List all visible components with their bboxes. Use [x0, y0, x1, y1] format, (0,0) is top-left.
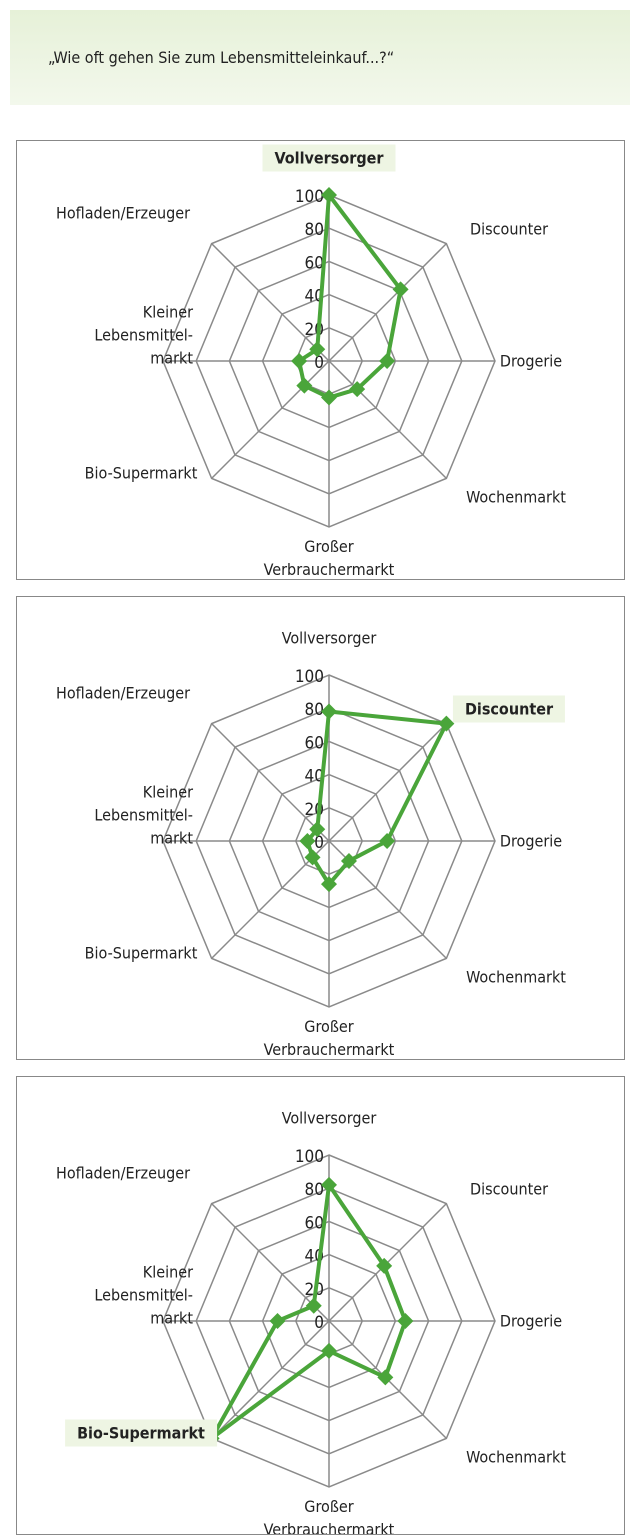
r-tick-label: 100 — [295, 187, 324, 207]
question: „Wie oft gehen Sie zum Lebensmitteleinka… — [48, 48, 395, 67]
data-point — [321, 703, 337, 720]
category-label: Drogerie — [499, 351, 563, 371]
chart-box: 0 20 40 60 80 100 Vollversorger Discounter Droge… — [16, 596, 625, 1060]
data-point — [304, 849, 321, 866]
r-tick-label: 0 — [314, 353, 324, 373]
category-label: Kleiner Lebensmittel- markt — [94, 1262, 193, 1328]
spoke — [211, 1320, 330, 1439]
data-point — [377, 1369, 394, 1386]
category-label: Wochenmarkt — [466, 1447, 566, 1467]
category-label: Großer Verbrauchermarkt — [263, 537, 395, 579]
category-label: Kleiner Lebensmittel- markt — [94, 782, 193, 848]
data-point — [379, 353, 396, 369]
category-label: Discounter — [452, 695, 566, 723]
spoke — [328, 723, 447, 842]
data-point — [269, 1313, 286, 1329]
category-label: Bio-Supermarkt — [65, 1419, 217, 1447]
r-tick-label: 100 — [295, 667, 324, 687]
category-label: Drogerie — [499, 831, 563, 851]
data-point — [438, 715, 455, 732]
category-label: Wochenmarkt — [466, 967, 566, 987]
data-point — [321, 876, 337, 893]
data-point — [321, 1342, 337, 1359]
data-point — [340, 852, 357, 869]
spoke — [211, 360, 330, 479]
r-tick-label: 0 — [314, 1313, 324, 1333]
data-point — [309, 341, 326, 358]
data-point — [392, 281, 409, 298]
category-label: Discounter — [470, 219, 548, 239]
category-label: Hofladen/Erzeuger — [56, 683, 190, 703]
spoke — [211, 723, 330, 842]
category-label: Großer Verbrauchermarkt — [263, 1497, 395, 1535]
r-tick-label: 0 — [314, 833, 324, 853]
category-label: Großer Verbrauchermarkt — [263, 1017, 395, 1059]
category-label: Vollversorger — [281, 628, 377, 648]
chart-box: 0 20 40 60 80 100 Vollversorger Discounter Droge… — [16, 140, 625, 580]
category-label: Hofladen/Erzeuger — [56, 203, 190, 223]
data-point — [321, 187, 337, 203]
r-tick-label: 60 — [305, 253, 324, 273]
spoke — [328, 360, 447, 479]
data-point — [376, 1257, 393, 1274]
r-tick-label: 80 — [305, 700, 324, 720]
category-label: Drogerie — [499, 1311, 563, 1331]
data-point — [397, 1313, 414, 1329]
data-point — [299, 833, 316, 849]
data-point — [296, 377, 313, 394]
r-tick-label: 80 — [305, 1180, 324, 1200]
chart-box: 0 20 40 60 80 100 Vollversorger Discounter Droge… — [16, 1076, 625, 1535]
category-label: Wochenmarkt — [466, 487, 566, 507]
spoke — [211, 243, 330, 362]
category-label: Bio-Supermarkt — [84, 943, 198, 963]
data-point — [321, 389, 337, 406]
question-banner: „Wie oft gehen Sie zum Lebensmitteleinka… — [10, 10, 630, 105]
data-point — [349, 381, 366, 398]
category-label: Bio-Supermarkt — [84, 463, 198, 483]
spoke — [328, 243, 447, 362]
spoke — [211, 1203, 330, 1322]
r-tick-label: 40 — [305, 767, 324, 787]
data-point — [305, 1297, 322, 1314]
data-point — [321, 1176, 337, 1193]
data-point — [291, 353, 308, 369]
category-label: Vollversorger — [262, 144, 396, 172]
r-tick-label: 100 — [295, 1147, 324, 1167]
r-tick-label: 60 — [305, 1213, 324, 1233]
category-label: Hofladen/Erzeuger — [56, 1163, 190, 1183]
data-point — [309, 821, 326, 838]
data-point — [379, 833, 396, 849]
category-label: Vollversorger — [281, 1108, 377, 1128]
r-tick-label: 80 — [305, 220, 324, 240]
category-label: Discounter — [470, 1179, 548, 1199]
category-label: Kleiner Lebensmittel- markt — [94, 302, 193, 368]
r-tick-label: 60 — [305, 733, 324, 753]
